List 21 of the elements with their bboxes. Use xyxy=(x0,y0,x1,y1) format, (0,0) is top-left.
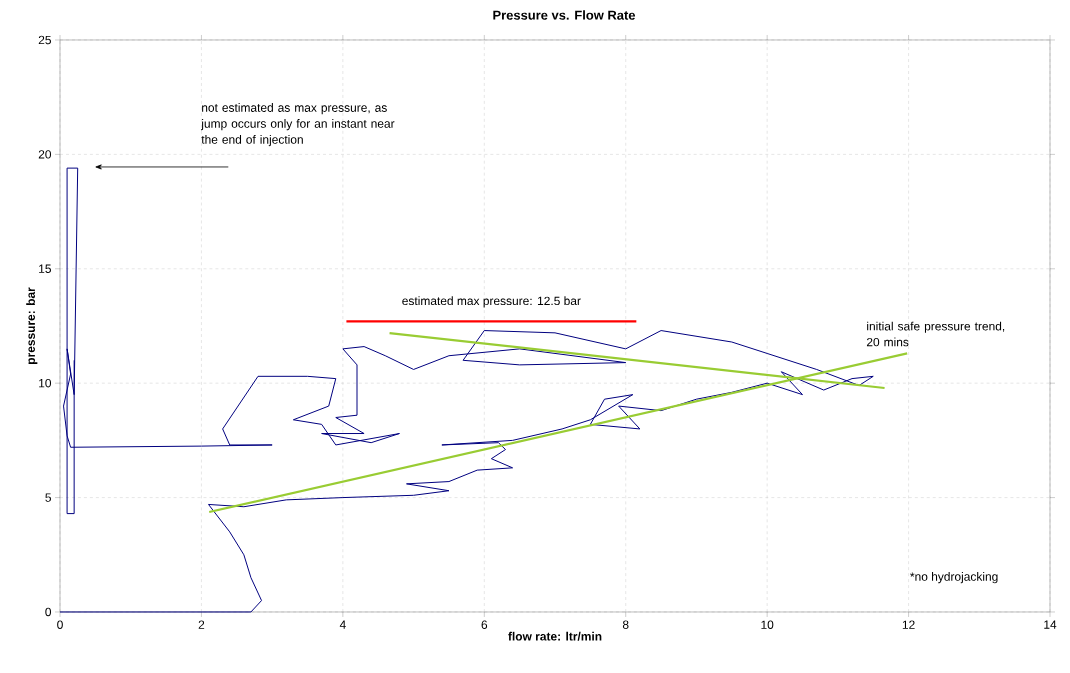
x-tick-label: 2 xyxy=(198,620,205,629)
chart-title: Pressure vs. Flow Rate xyxy=(493,10,636,20)
annotation: not estimated as max pressure, as jump occurs only for an instant near the end of injection xyxy=(200,103,395,147)
y-tick-label: 10 xyxy=(39,378,52,388)
x-tick-label: 0 xyxy=(57,620,63,629)
y-tick-label: 0 xyxy=(45,607,52,617)
x-tick-label: 14 xyxy=(1044,620,1057,629)
x-axis-title: flow rate: ltr/min xyxy=(508,631,602,641)
y-tick-label: 20 xyxy=(38,150,52,159)
x-tick-label: 4 xyxy=(339,620,346,629)
x-tick-label: 8 xyxy=(622,620,629,629)
x-tick-label: 10 xyxy=(761,620,774,629)
y-axis-title: pressure: bar xyxy=(26,287,38,364)
y-tick-label: 25 xyxy=(38,35,51,45)
annotation: *no hydrojacking xyxy=(910,572,998,584)
x-tick-label: 12 xyxy=(902,620,915,629)
annotation: estimated max pressure: 12.5 bar xyxy=(402,296,581,308)
y-tick-label: 15 xyxy=(39,264,51,273)
x-tick-label: 6 xyxy=(481,620,488,629)
annotation: initial safe pressure trend, 20 mins xyxy=(866,321,1005,347)
y-tick-label: 5 xyxy=(45,493,51,502)
